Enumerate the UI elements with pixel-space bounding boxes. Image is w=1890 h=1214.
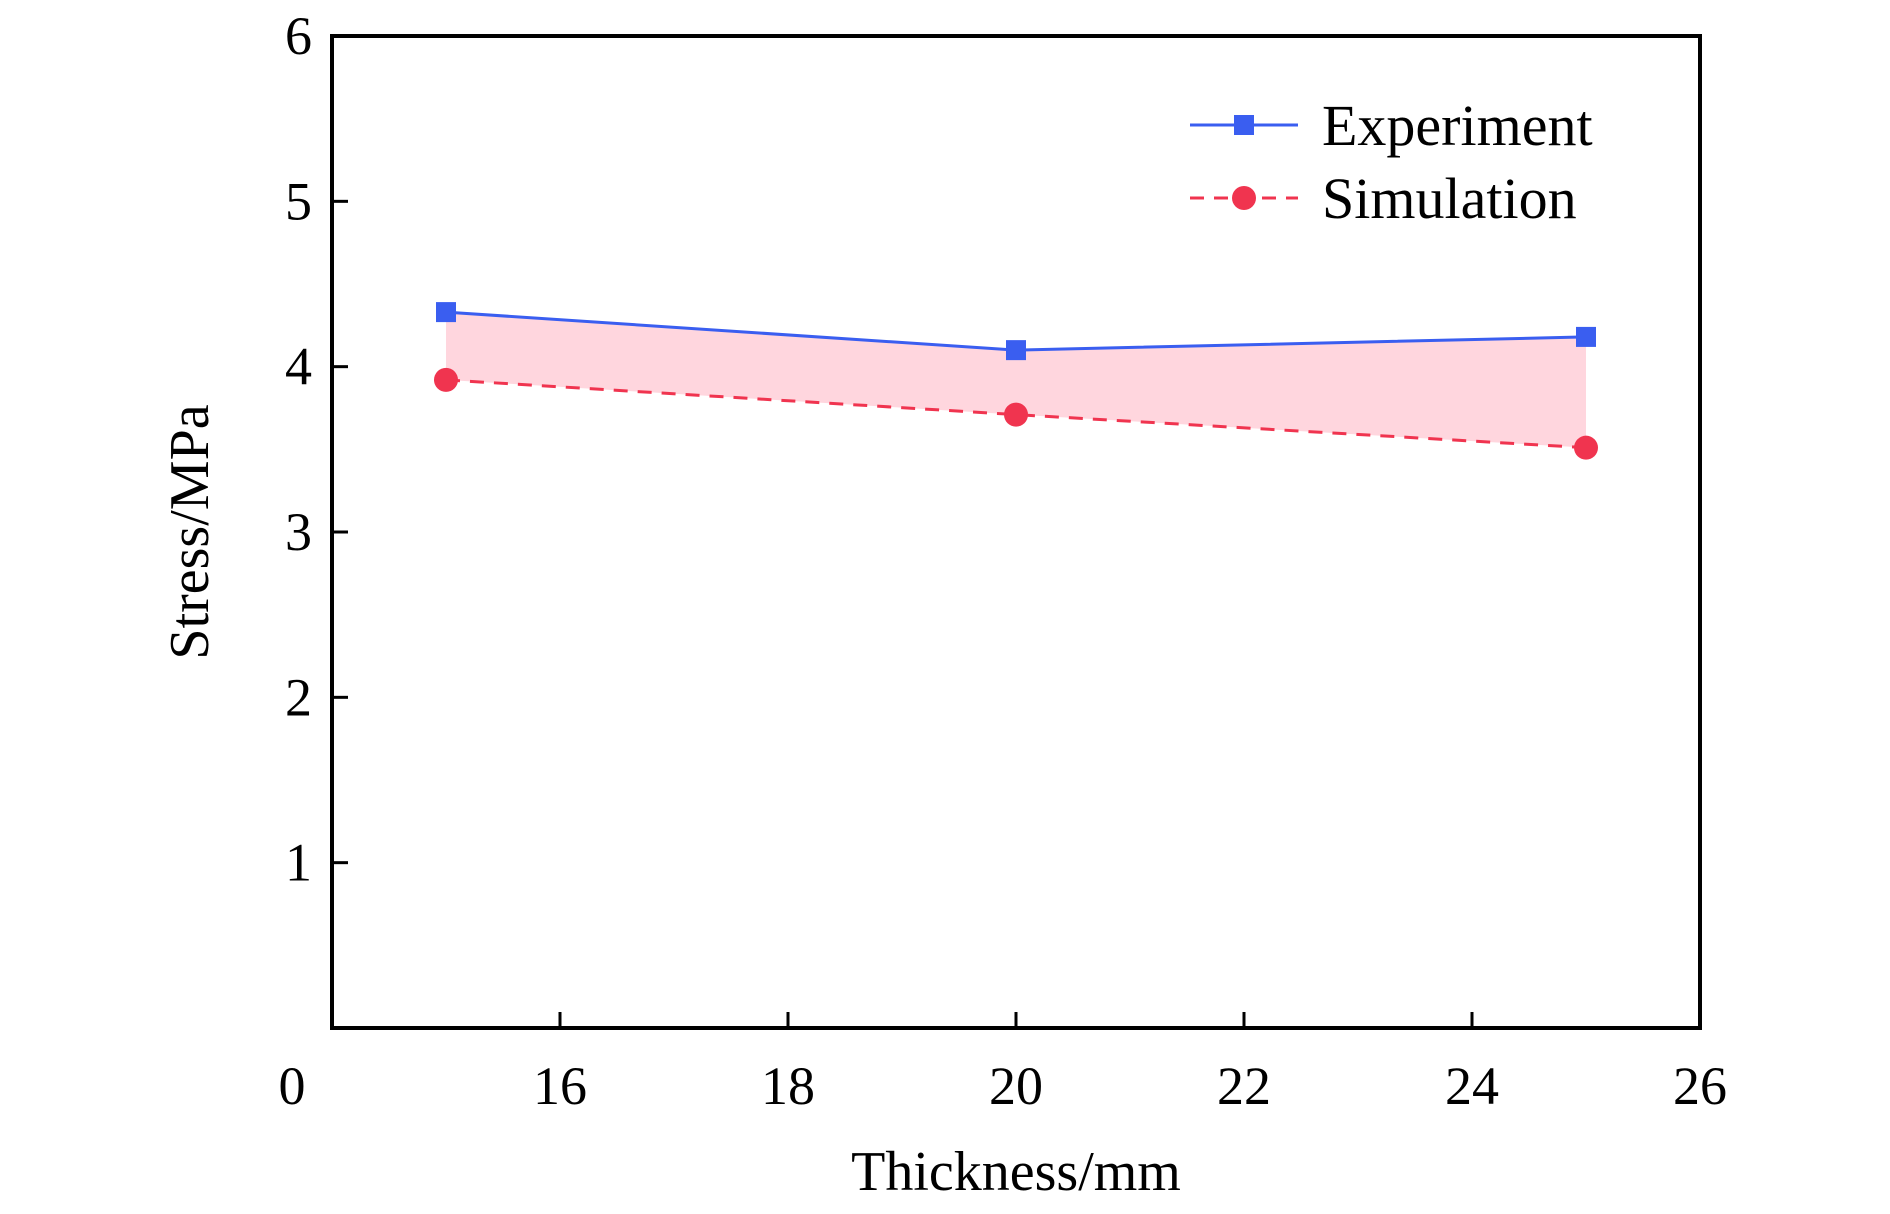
series-markers-layer (434, 302, 1598, 460)
y-tick-label: 5 (285, 171, 312, 231)
x-tick-label: 26 (1673, 1056, 1727, 1116)
x-tick-label: 16 (533, 1056, 587, 1116)
origin-tick-label: 0 (279, 1056, 306, 1116)
x-axis-ticks: 16 18 20 22 24 26 (533, 1012, 1727, 1116)
y-tick-label: 6 (285, 6, 312, 66)
data-point-simulation (1574, 435, 1598, 460)
difference-fill-area (446, 312, 1586, 448)
data-point-experiment (1576, 326, 1596, 347)
x-tick-label: 24 (1445, 1056, 1499, 1116)
y-tick-label: 4 (285, 337, 312, 397)
chart-legend: Experiment Simulation (1190, 93, 1593, 231)
y-tick-label: 1 (285, 833, 312, 893)
legend-marker-experiment (1234, 115, 1254, 135)
legend-label-simulation: Simulation (1322, 166, 1577, 231)
difference-fill-layer (446, 312, 1586, 448)
legend-marker-simulation (1232, 186, 1256, 210)
x-axis-title: Thickness/mm (851, 1141, 1181, 1203)
y-tick-label: 3 (285, 502, 312, 562)
y-axis-title: Stress/MPa (159, 404, 221, 659)
data-point-experiment (1006, 340, 1026, 361)
y-tick-label: 2 (285, 667, 312, 727)
data-point-experiment (436, 302, 456, 323)
legend-label-experiment: Experiment (1322, 93, 1593, 158)
data-point-simulation (1004, 402, 1028, 427)
x-tick-label: 18 (761, 1056, 815, 1116)
y-axis-ticks: 1 2 3 4 5 6 (285, 6, 348, 893)
x-tick-label: 22 (1217, 1056, 1271, 1116)
data-point-simulation (434, 367, 458, 392)
x-tick-label: 20 (989, 1056, 1043, 1116)
